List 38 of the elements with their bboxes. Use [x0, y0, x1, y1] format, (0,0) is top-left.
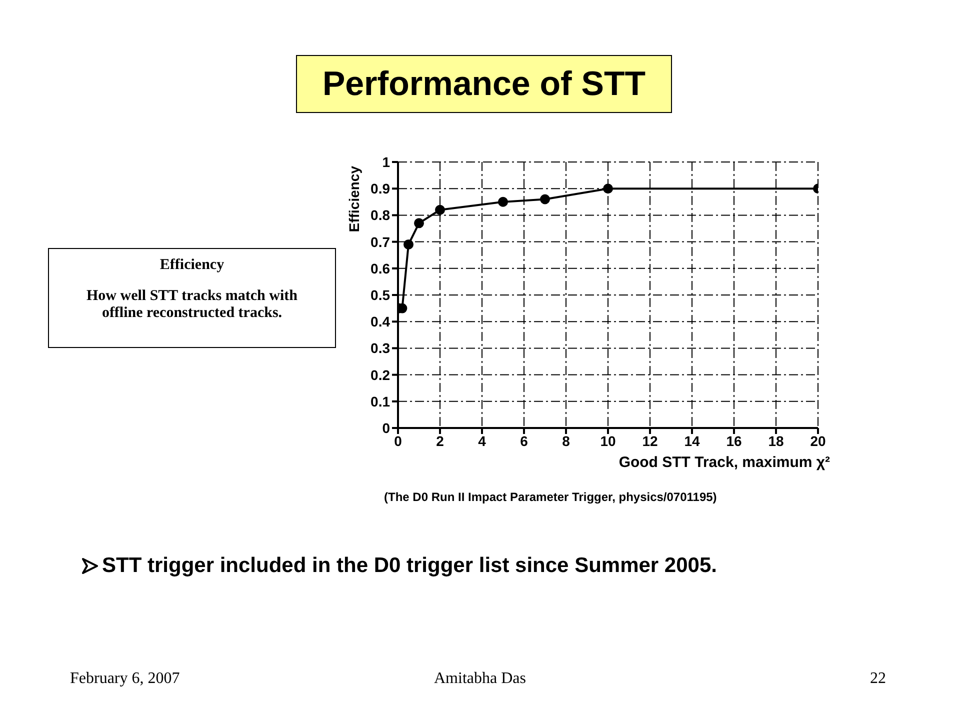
text: Efficiency	[158, 257, 226, 274]
x-tick-label: 6	[520, 432, 528, 449]
point	[435, 204, 445, 215]
y-tick-label: 0.8	[370, 207, 390, 224]
y-tick-label: 0.9	[370, 180, 390, 197]
text: 22	[870, 670, 886, 688]
x-tick-label: 18	[768, 432, 784, 449]
chart-title: Performance of STT	[296, 55, 672, 113]
text: (The D0 Run II Impact Parameter Trigger, physics/0701195)	[384, 490, 717, 504]
y-tick-label: 0.4	[370, 314, 390, 330]
x-axis-title: Good STT Track, maximum χ²	[618, 454, 830, 471]
point	[498, 196, 508, 207]
y-tick-label: 1	[382, 154, 390, 170]
y-tick-label: 0.6	[370, 260, 390, 276]
x-tick-label: 12	[642, 432, 658, 449]
x-tick-label: 0	[394, 432, 402, 449]
point	[540, 194, 550, 204]
x-tick-label: 4	[478, 432, 486, 449]
text: STT trigger included in the D0 trigger list since Summer 2005.	[102, 554, 717, 578]
text: February 6, 2007	[70, 670, 180, 688]
text: Amitabha Das	[434, 670, 526, 687]
point	[603, 184, 613, 194]
x-tick-label: 14	[684, 432, 700, 449]
y-tick-label: 0	[382, 420, 390, 436]
point	[404, 239, 414, 250]
y-tick-label: 0.3	[370, 340, 390, 356]
x-tick-label: 16	[726, 432, 742, 449]
y-tick-label: 0.5	[370, 286, 390, 303]
x-tick-label: 20	[810, 432, 826, 449]
point	[414, 218, 424, 228]
text: How well STT tracks match with offline reconstructed tracks.	[86, 288, 298, 322]
y-tick-label: 0.1	[370, 393, 390, 410]
x-tick-label: 8	[562, 432, 570, 449]
x-tick-label: 10	[600, 432, 616, 449]
x-tick-label: 2	[436, 432, 444, 449]
y-tick-label: 0.2	[370, 366, 390, 383]
y-tick-label: 0.7	[370, 234, 390, 250]
y-axis-title: Efficiency	[346, 166, 362, 232]
